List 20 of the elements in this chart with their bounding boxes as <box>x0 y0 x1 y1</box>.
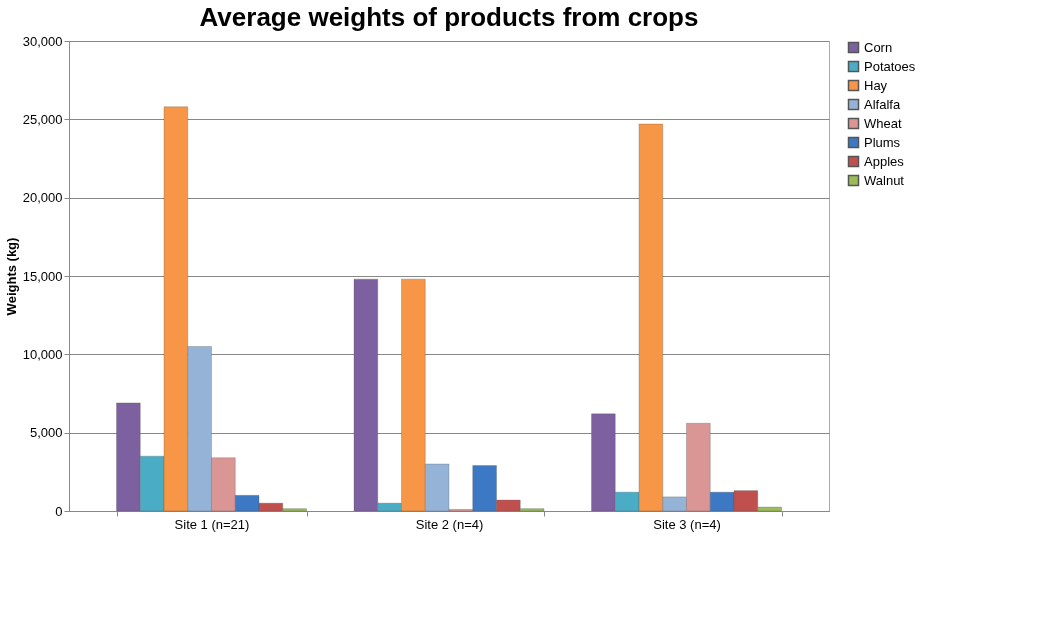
legend-label: Corn <box>864 39 893 55</box>
chart-title: Average weights of products from crops <box>199 2 699 32</box>
legend-label: Plums <box>864 134 901 150</box>
y-axis-title: Weights (kg) <box>3 237 19 316</box>
legend-label: Apples <box>864 153 905 169</box>
legend-label: Wheat <box>864 115 902 131</box>
y-tick-label: 30,000 <box>22 33 63 49</box>
legend-label: Potatoes <box>864 58 916 74</box>
x-tick-label: Site 1 (n=21) <box>174 516 250 532</box>
y-tick-label: 10,000 <box>22 346 63 362</box>
legend-label: Walnut <box>864 172 905 188</box>
y-tick-label: 20,000 <box>22 190 63 206</box>
x-tick-label: Site 3 (n=4) <box>653 516 721 532</box>
legend-label: Hay <box>864 77 888 93</box>
y-tick-label: 25,000 <box>22 111 63 127</box>
y-tick-label: 5,000 <box>29 425 63 441</box>
y-tick-label: 0 <box>55 503 63 519</box>
x-tick-label: Site 2 (n=4) <box>415 516 484 532</box>
y-tick-label: 15,000 <box>22 268 63 284</box>
legend-label: Alfalfa <box>864 96 901 112</box>
